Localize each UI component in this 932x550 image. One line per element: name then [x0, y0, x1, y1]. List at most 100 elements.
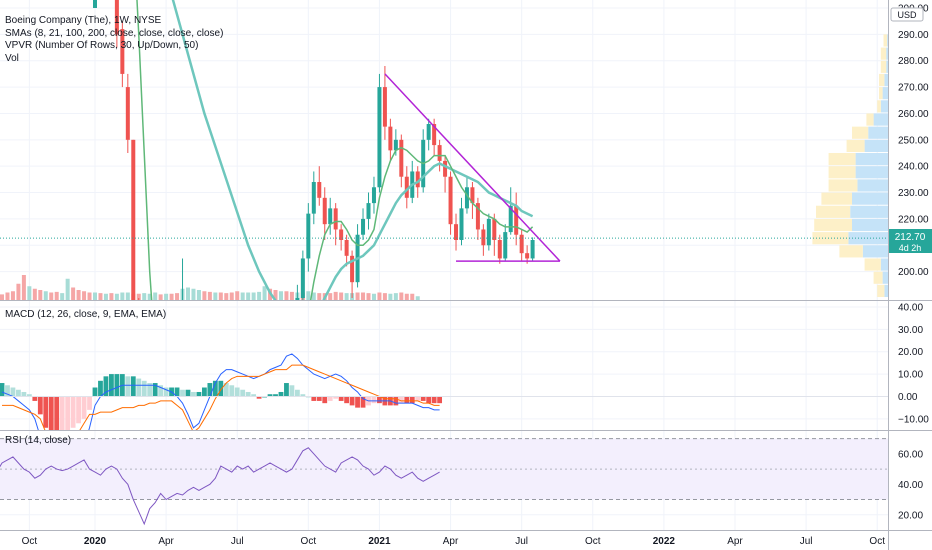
volume-bar — [284, 291, 289, 300]
macd-histogram-bar — [251, 394, 257, 397]
currency-badge[interactable] — [890, 7, 924, 22]
vpvr-down-row — [873, 271, 883, 284]
volume-bar — [382, 293, 387, 300]
macd-histogram-bar — [59, 396, 65, 430]
price-axis-label: 200.00 — [898, 267, 929, 278]
vpvr-up-row — [850, 205, 888, 218]
candle-body — [530, 240, 535, 259]
volume-bar — [114, 293, 119, 300]
time-axis-label: Oct — [301, 536, 317, 547]
vpvr-down-row — [877, 100, 881, 113]
candle-body — [339, 229, 344, 240]
volume-bar — [164, 293, 169, 300]
time-axis-label: Apr — [727, 536, 743, 547]
volume-bar — [377, 292, 382, 300]
candle-body — [114, 0, 119, 35]
candle-body — [344, 240, 349, 256]
macd-histogram-bar — [322, 396, 328, 404]
rsi-legend[interactable]: RSI (14, close) — [5, 435, 71, 446]
volume-bar — [317, 293, 322, 300]
macd-histogram-bar — [196, 391, 202, 397]
volume-bar — [415, 296, 420, 300]
rsi-pane — [0, 438, 888, 526]
volume-bar — [344, 293, 349, 300]
macd-pane — [0, 353, 888, 430]
macd-histogram-bar — [65, 396, 71, 430]
macd-histogram-bar — [81, 396, 87, 419]
vpvr-up-row — [855, 166, 888, 179]
candle-body — [350, 255, 355, 283]
candle-body — [328, 208, 333, 225]
time-axis-label: Apr — [158, 536, 174, 547]
vpvr-down-row — [816, 205, 851, 218]
price-legend-vpvr[interactable]: VPVR (Number Of Rows, 30, Up/Down, 50) — [5, 40, 198, 51]
vpvr-up-row — [880, 258, 888, 271]
vpvr-up-row — [880, 100, 888, 113]
price-legend-vol[interactable]: Vol — [5, 53, 19, 64]
volume-bar — [32, 288, 37, 300]
candle-body — [317, 182, 322, 198]
volume-bar — [87, 292, 92, 300]
vpvr-down-row — [828, 153, 856, 166]
volume-bar — [278, 291, 283, 300]
rsi-axis-label: 40.00 — [898, 480, 923, 491]
macd-histogram-bar — [289, 385, 295, 397]
volume-bar — [125, 292, 130, 300]
volume-bar — [120, 292, 125, 300]
candle-body — [404, 176, 409, 198]
macd-histogram-bar — [185, 389, 191, 397]
vpvr-down-row — [864, 258, 881, 271]
macd-histogram-bar — [32, 396, 38, 401]
volume-bar — [158, 294, 163, 300]
macd-histogram-bar — [431, 396, 437, 404]
vpvr-up-row — [887, 34, 888, 47]
vpvr-down-row — [821, 192, 852, 205]
macd-histogram-bar — [54, 396, 60, 430]
candle-body — [295, 298, 300, 300]
price-legend-title[interactable]: Boeing Company (The), 1W, NYSE — [5, 15, 162, 26]
macd-histogram-bar — [437, 396, 443, 404]
time-axis-label: Apr — [443, 536, 459, 547]
candle-body — [459, 208, 464, 240]
vpvr-down-row — [866, 113, 874, 126]
volume-bar — [410, 293, 415, 300]
volume-bar — [399, 292, 404, 300]
volume-bar — [273, 290, 278, 300]
macd-histogram-bar — [409, 396, 415, 404]
macd-axis-label: 10.00 — [898, 370, 923, 381]
macd-histogram-bar — [70, 396, 76, 428]
price-legend-sma[interactable]: SMAs (8, 21, 100, 200, close, close, clo… — [5, 28, 223, 39]
last-price-label — [889, 229, 932, 253]
candle-body — [415, 171, 420, 188]
macd-histogram-bar — [16, 389, 21, 397]
vpvr-down-row — [883, 34, 888, 47]
macd-axis-label: −10.00 — [898, 414, 929, 425]
candle-body — [377, 87, 382, 188]
time-axis-label: Jul — [515, 536, 528, 547]
volume-bar — [229, 292, 234, 300]
macd-histogram-bar — [420, 396, 426, 401]
candle-body — [333, 208, 338, 230]
macd-histogram-bar — [207, 383, 213, 397]
volume-bar — [147, 293, 152, 300]
price-axis-label: 290.00 — [898, 30, 929, 41]
volume-bar — [76, 290, 81, 300]
candle-body — [125, 87, 130, 140]
volume-bar — [251, 292, 256, 300]
macd-histogram-bar — [158, 385, 164, 397]
vpvr-down-row — [814, 218, 852, 232]
volume-bar — [289, 291, 294, 300]
candle-body — [366, 203, 371, 219]
volume-bar — [49, 292, 54, 300]
macd-legend[interactable]: MACD (12, 26, close, 9, EMA, EMA) — [5, 309, 166, 320]
vpvr-down-row — [879, 73, 885, 87]
volume-bar — [93, 292, 97, 300]
macd-histogram-bar — [338, 396, 344, 401]
candle-body — [525, 253, 530, 259]
vpvr-up-row — [857, 179, 888, 192]
macd-histogram-bar — [174, 387, 180, 397]
macd-histogram-bar — [43, 396, 49, 428]
candle-body — [470, 187, 475, 204]
macd-histogram-bar — [229, 385, 235, 397]
